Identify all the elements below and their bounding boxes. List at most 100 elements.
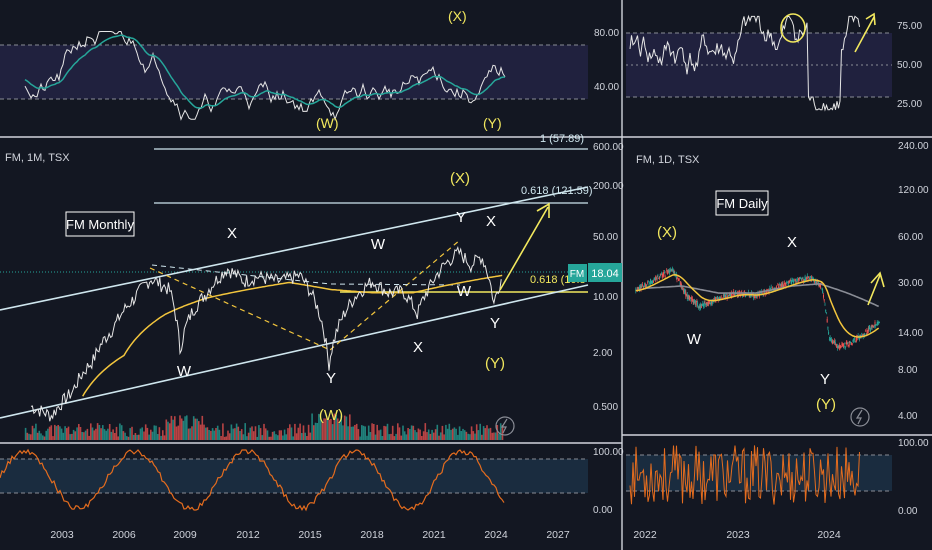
candle-body-112 [717, 298, 719, 301]
volume-bar-44 [100, 428, 102, 440]
candle-body-20 [650, 279, 651, 284]
daily-stoch-pane: 100.00 0.00 [626, 438, 929, 517]
candle-body-298 [854, 341, 856, 343]
candle-body-84 [697, 302, 699, 307]
volume-bar-107 [208, 430, 210, 440]
volume-bar-1 [26, 432, 29, 440]
volume-bar-147 [277, 435, 279, 440]
volume-bar-131 [249, 427, 252, 440]
volume-bar-177 [328, 419, 330, 440]
volume-bar-180 [333, 413, 336, 440]
candle-body-319 [870, 328, 872, 331]
monthly-rsi-ma [24, 34, 505, 109]
volume-bar-168 [313, 425, 315, 440]
volume-bar-156 [292, 436, 294, 440]
candle-body-102 [710, 301, 712, 305]
candle-body-308 [862, 334, 863, 336]
rsi-band [0, 45, 588, 99]
candle-body-103 [711, 301, 713, 304]
daily-axis-14: 14.00 [898, 328, 923, 339]
volume-bar-117 [225, 436, 228, 440]
candle-body-35 [661, 273, 663, 275]
volume-bar-251 [455, 428, 457, 440]
volume-bar-15 [50, 425, 53, 440]
rsi-label-y: (Y) [483, 115, 502, 131]
volume-bar-185 [342, 425, 344, 440]
candle-body-87 [699, 304, 701, 309]
volume-bar-99 [194, 418, 197, 440]
candle-body-111 [717, 296, 718, 300]
candle-body-30 [657, 275, 659, 277]
candle-body-236 [809, 278, 810, 279]
candle-body-119 [722, 294, 724, 297]
candle-body-169 [759, 292, 761, 294]
volume-bar-47 [105, 430, 107, 440]
candle-body-14 [645, 285, 647, 286]
volume-bar-141 [266, 430, 269, 440]
time-tick-2012: 2012 [236, 529, 260, 541]
candle-body-260 [826, 319, 828, 323]
volume-bar-24 [66, 428, 68, 440]
volume-bar-191 [352, 426, 354, 440]
volume-bar-4 [31, 425, 34, 440]
daily-label-x: X [787, 234, 797, 251]
candle-body-125 [727, 294, 729, 297]
volume-bar-264 [477, 430, 480, 440]
candle-body-265 [830, 338, 832, 342]
volume-bar-199 [366, 435, 368, 440]
candle-body-315 [867, 332, 869, 333]
daily-label-w: W [687, 331, 702, 348]
candle-body-251 [820, 283, 821, 288]
candle-body-321 [871, 325, 873, 329]
candle-body-247 [817, 281, 819, 282]
rsi-label-w: (W) [316, 115, 339, 131]
volume-bar-56 [120, 425, 123, 440]
channel-lower [0, 284, 589, 419]
volume-bar-72 [148, 434, 150, 440]
candle-body-184 [770, 287, 772, 288]
candle-body-97 [706, 303, 708, 306]
volume-bar-36 [86, 428, 89, 440]
candle-body-155 [749, 295, 751, 298]
candle-body-73 [689, 295, 690, 301]
candle-body-7 [640, 286, 642, 290]
candle-body-282 [842, 343, 844, 348]
volume-bar-137 [259, 428, 262, 440]
volume-bar-272 [491, 432, 493, 440]
daily-lightning-icon[interactable] [850, 407, 870, 427]
volume-bar-27 [71, 433, 73, 440]
volume-bar-22 [62, 432, 65, 440]
volume-bar-155 [290, 427, 293, 440]
volume-bar-60 [127, 436, 130, 440]
volume-bar-76 [155, 425, 157, 440]
volume-bar-53 [115, 426, 118, 440]
volume-bar-144 [271, 431, 274, 440]
candle-body-71 [687, 295, 689, 299]
candle-body-179 [767, 289, 768, 291]
candle-body-28 [655, 277, 657, 280]
volume-bar-105 [204, 427, 207, 440]
candle-body-310 [863, 333, 865, 336]
volume-bar-226 [412, 425, 415, 440]
candle-body-230 [804, 276, 806, 282]
candle-body-99 [708, 301, 710, 305]
wave-label-x3: X [486, 213, 496, 230]
volume-bar-96 [189, 428, 192, 440]
volume-bar-134 [254, 426, 257, 440]
candle-body-221 [798, 278, 799, 281]
candle-body-68 [685, 291, 687, 297]
volume-bar-100 [196, 418, 198, 440]
volume-bar-14 [48, 426, 51, 440]
price-badge-value-text: 18.04 [591, 268, 619, 280]
volume-bar-132 [251, 426, 253, 440]
candle-body-222 [798, 279, 800, 281]
volume-bar-49 [108, 424, 111, 440]
volume-bar-69 [143, 431, 145, 440]
channel-upper [0, 186, 589, 311]
volume-bar-172 [319, 418, 322, 440]
lightning-icon[interactable] [495, 416, 515, 436]
daily-time-tick-2023: 2023 [726, 529, 750, 541]
candle-body-32 [658, 276, 660, 279]
candle-body-204 [785, 284, 787, 287]
volume-bar-259 [469, 434, 471, 440]
